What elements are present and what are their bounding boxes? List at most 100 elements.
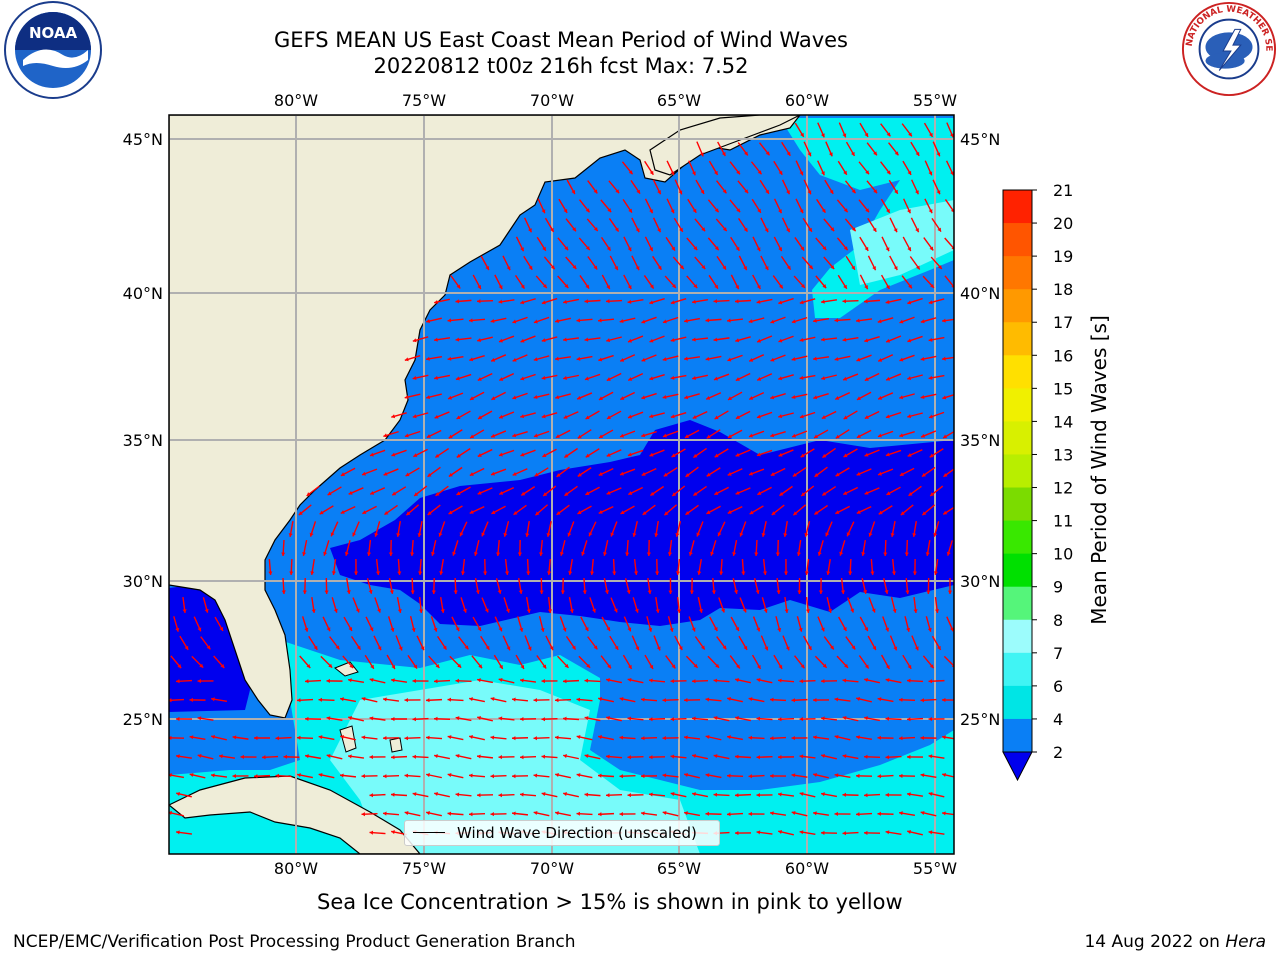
wind-arrow-head (915, 190, 919, 195)
wind-arrow-head (577, 472, 582, 477)
wind-arrow-head (877, 774, 882, 779)
wind-arrow-head (826, 571, 831, 575)
wind-arrow-head (434, 679, 438, 684)
wind-arrow-head (512, 357, 517, 362)
wind-arrow-head (662, 319, 667, 324)
wind-arrow-head (856, 471, 861, 476)
wind-arrow-head (799, 717, 803, 722)
wind-arrow-head (842, 754, 847, 759)
wind-arrow-head (219, 754, 223, 759)
wind-arrow-head (405, 472, 410, 477)
wind-arrow-head (606, 626, 611, 631)
wind-arrow-head (404, 811, 409, 816)
colorbar-swatch (1003, 223, 1032, 257)
wind-arrow-head (920, 698, 925, 703)
wind-arrow-head (592, 608, 596, 613)
wind-arrow-head (499, 414, 504, 419)
wind-arrow-head (606, 299, 610, 304)
wind-arrow-head (749, 510, 754, 515)
wind-arrow-head (335, 645, 340, 650)
wind-arrow-head (921, 472, 926, 477)
footer-right: 14 Aug 2022 on Hera (1084, 932, 1266, 952)
wind-arrow-head (935, 609, 940, 613)
wind-arrow-head (628, 377, 633, 381)
wind-arrow-head (412, 678, 416, 684)
wind-arrow-head (392, 491, 397, 496)
wind-arrow-head (813, 395, 818, 400)
wind-arrow-head (625, 552, 630, 556)
wind-arrow-head (593, 189, 598, 194)
wind-arrow-head (459, 532, 464, 537)
wind-arrow-head (878, 395, 883, 400)
wind-arrow-head (397, 609, 402, 613)
wind-arrow-head (762, 571, 768, 575)
wind-arrow-head (397, 571, 402, 575)
wind-arrow-head (778, 717, 782, 722)
wind-arrow-head (856, 812, 860, 817)
colorbar-swatch (1003, 619, 1032, 654)
wind-arrow-head (620, 433, 624, 438)
wind-arrow-head (281, 590, 286, 594)
wind-arrow-head (864, 793, 868, 798)
wind-arrow-head (555, 773, 559, 778)
wind-arrow-head (735, 754, 739, 759)
wind-arrow-head (885, 414, 890, 419)
wind-arrow-head (498, 677, 503, 682)
wind-arrow-head (722, 645, 727, 650)
wind-arrow-head (743, 645, 748, 650)
wind-arrow-head (878, 510, 883, 515)
wind-arrow-head (526, 571, 531, 575)
wind-arrow-head (905, 590, 910, 594)
wind-arrow-head (590, 571, 595, 575)
wind-arrow-head (460, 571, 466, 575)
wind-arrow-head (340, 773, 344, 778)
wind-arrow-head (353, 571, 359, 575)
wind-arrow-head (606, 678, 610, 683)
wind-arrow-head (477, 754, 481, 759)
wind-arrow-head (584, 376, 589, 381)
lon-tick-bottom: 65°W (657, 859, 701, 878)
wind-arrow-head (627, 716, 632, 721)
wind-arrow-head (706, 395, 711, 400)
wind-arrow-head (469, 812, 473, 817)
wind-arrow-head (418, 609, 424, 613)
wind-arrow-head (873, 189, 878, 194)
wind-arrow-head (654, 533, 659, 537)
wind-arrow-head (396, 533, 401, 537)
wind-arrow-head (749, 357, 754, 362)
wind-arrow-head (649, 300, 654, 305)
legend-label: Wind Wave Direction (unscaled) (457, 824, 697, 842)
wind-arrow-head (440, 609, 445, 613)
wind-arrow-head (727, 812, 731, 817)
wind-arrow-head (684, 356, 688, 361)
wind-arrow-head (706, 434, 711, 439)
wind-arrow-head (830, 645, 834, 650)
wind-arrow-head (447, 318, 452, 323)
wind-arrow-head (834, 773, 839, 778)
wind-arrow-head (614, 266, 618, 271)
wind-arrow-head (813, 697, 817, 703)
colorbar-swatch (1003, 388, 1032, 422)
wind-arrow-head (490, 318, 495, 323)
wind-arrow-head (764, 646, 769, 651)
wind-arrow-head (856, 773, 860, 778)
wind-arrow-head (426, 434, 431, 438)
wind-arrow-head (856, 318, 860, 323)
wind-arrow-head (219, 626, 224, 631)
wind-arrow-head (672, 284, 676, 288)
wind-arrow-head (877, 735, 881, 740)
wind-arrow-head (842, 678, 847, 683)
wind-arrow-head (727, 773, 731, 778)
wind-arrow-head (410, 590, 415, 594)
wind-arrow-head (326, 678, 330, 683)
wind-arrow-head (667, 552, 673, 556)
wind-arrow-head (778, 829, 783, 834)
wind-arrow-head (920, 394, 925, 400)
wind-arrow-head (576, 735, 581, 740)
wind-arrow-head (383, 736, 387, 741)
wind-arrow-head (662, 433, 667, 438)
wind-arrow-head (885, 627, 890, 632)
wind-arrow-head (281, 552, 286, 556)
wind-arrow-head (641, 472, 646, 476)
wind-arrow-head (719, 571, 724, 575)
